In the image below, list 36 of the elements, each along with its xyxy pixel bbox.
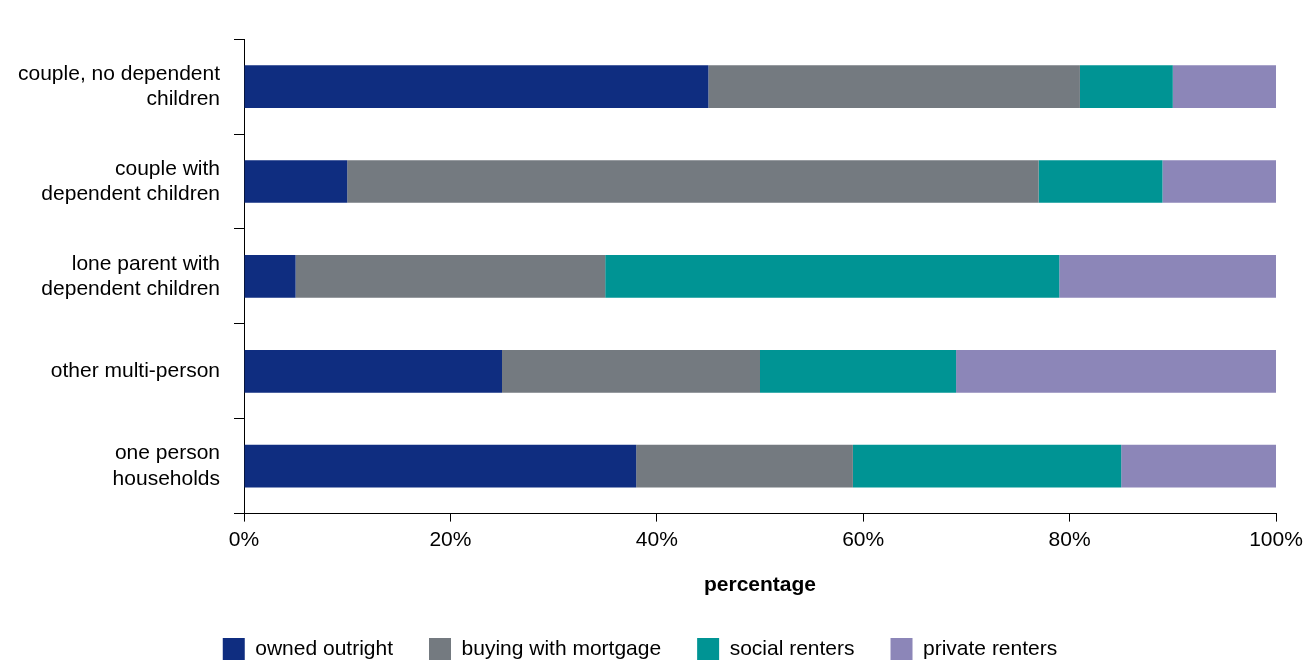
- bar: [244, 160, 348, 203]
- x-tick-label: 20%: [429, 527, 472, 550]
- bar: [708, 65, 1080, 108]
- y-tick-label: couple, no dependent children: [18, 60, 221, 110]
- bar: [1162, 160, 1276, 203]
- legend-label: social renters: [729, 635, 855, 659]
- x-tick-label: 60%: [842, 527, 885, 550]
- bar: [244, 255, 296, 298]
- bar: [244, 444, 637, 488]
- bar: [244, 65, 709, 108]
- bar: [852, 444, 1122, 488]
- x-tick-label: 100%: [1249, 527, 1303, 550]
- bar: [347, 160, 1039, 203]
- bar: [1059, 255, 1276, 298]
- x-tick-label: 80%: [1048, 527, 1091, 550]
- legend-label: owned outright: [255, 635, 394, 659]
- x-tick-label: 0%: [228, 527, 260, 550]
- bar: [1079, 65, 1173, 108]
- legend-label: private renters: [923, 635, 1058, 659]
- bar: [956, 349, 1276, 393]
- y-tick-label: lone parent with dependent children: [41, 250, 221, 299]
- y-tick-label: one person households: [112, 440, 221, 489]
- x-axis-title: percentage: [703, 572, 817, 596]
- bar: [760, 349, 957, 393]
- bar: [502, 349, 761, 393]
- bar: [1121, 444, 1276, 488]
- bar: [295, 255, 606, 298]
- bar: [605, 255, 1060, 298]
- bar: [1172, 65, 1276, 108]
- bar: [1038, 160, 1163, 203]
- x-tick-label: 40%: [635, 527, 678, 550]
- y-tick-label: other multi-person: [50, 358, 221, 382]
- legend-label: buying with mortgage: [461, 635, 662, 659]
- bar: [636, 444, 853, 488]
- y-tick-label: couple with dependent children: [41, 155, 221, 204]
- bar: [244, 349, 503, 393]
